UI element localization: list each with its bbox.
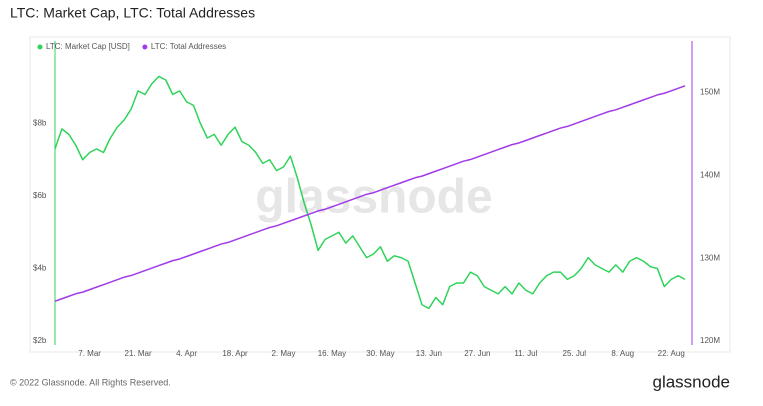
x-tick-label: 30. May	[366, 349, 394, 358]
series-line	[54, 85, 686, 302]
y2-tick-label: 120M	[700, 336, 720, 345]
series-line	[54, 75, 686, 310]
y-tick-label: $2b	[33, 336, 47, 345]
logo: glassnode	[652, 372, 730, 391]
x-tick-label: 4. Apr	[176, 349, 197, 358]
y-tick-label: $8b	[33, 119, 47, 128]
watermark: glassnode	[255, 171, 492, 224]
chart-frame	[29, 36, 731, 353]
x-tick-label: 27. Jun	[464, 349, 490, 358]
x-tick-label: 16. May	[318, 349, 346, 358]
x-tick-label: 8. Aug	[611, 349, 634, 358]
x-tick-label: 25. Jul	[563, 349, 587, 358]
y2-tick-label: 130M	[700, 253, 720, 262]
y2-tick-label: 150M	[700, 88, 720, 97]
y-tick-label: $4b	[33, 264, 47, 273]
x-tick-label: 2. May	[271, 349, 295, 358]
legend-swatch	[37, 44, 43, 50]
legend-swatch	[142, 44, 148, 50]
x-tick-label: 13. Jun	[416, 349, 442, 358]
legend-label: LTC: Total Addresses	[151, 42, 226, 51]
legend-label: LTC: Market Cap [USD]	[46, 42, 130, 51]
x-tick-label: 22. Aug	[658, 349, 685, 358]
x-tick-label: 21. Mar	[125, 349, 152, 358]
x-tick-label: 11. Jul	[514, 349, 537, 358]
x-tick-label: 18. Apr	[222, 349, 248, 358]
y-tick-label: $6b	[33, 191, 47, 200]
x-tick-label: 7. Mar	[78, 349, 101, 358]
y2-tick-label: 140M	[700, 170, 720, 179]
chart-title: LTC: Market Cap, LTC: Total Addresses	[10, 5, 255, 21]
copyright: © 2022 Glassnode. All Rights Reserved.	[10, 377, 171, 387]
